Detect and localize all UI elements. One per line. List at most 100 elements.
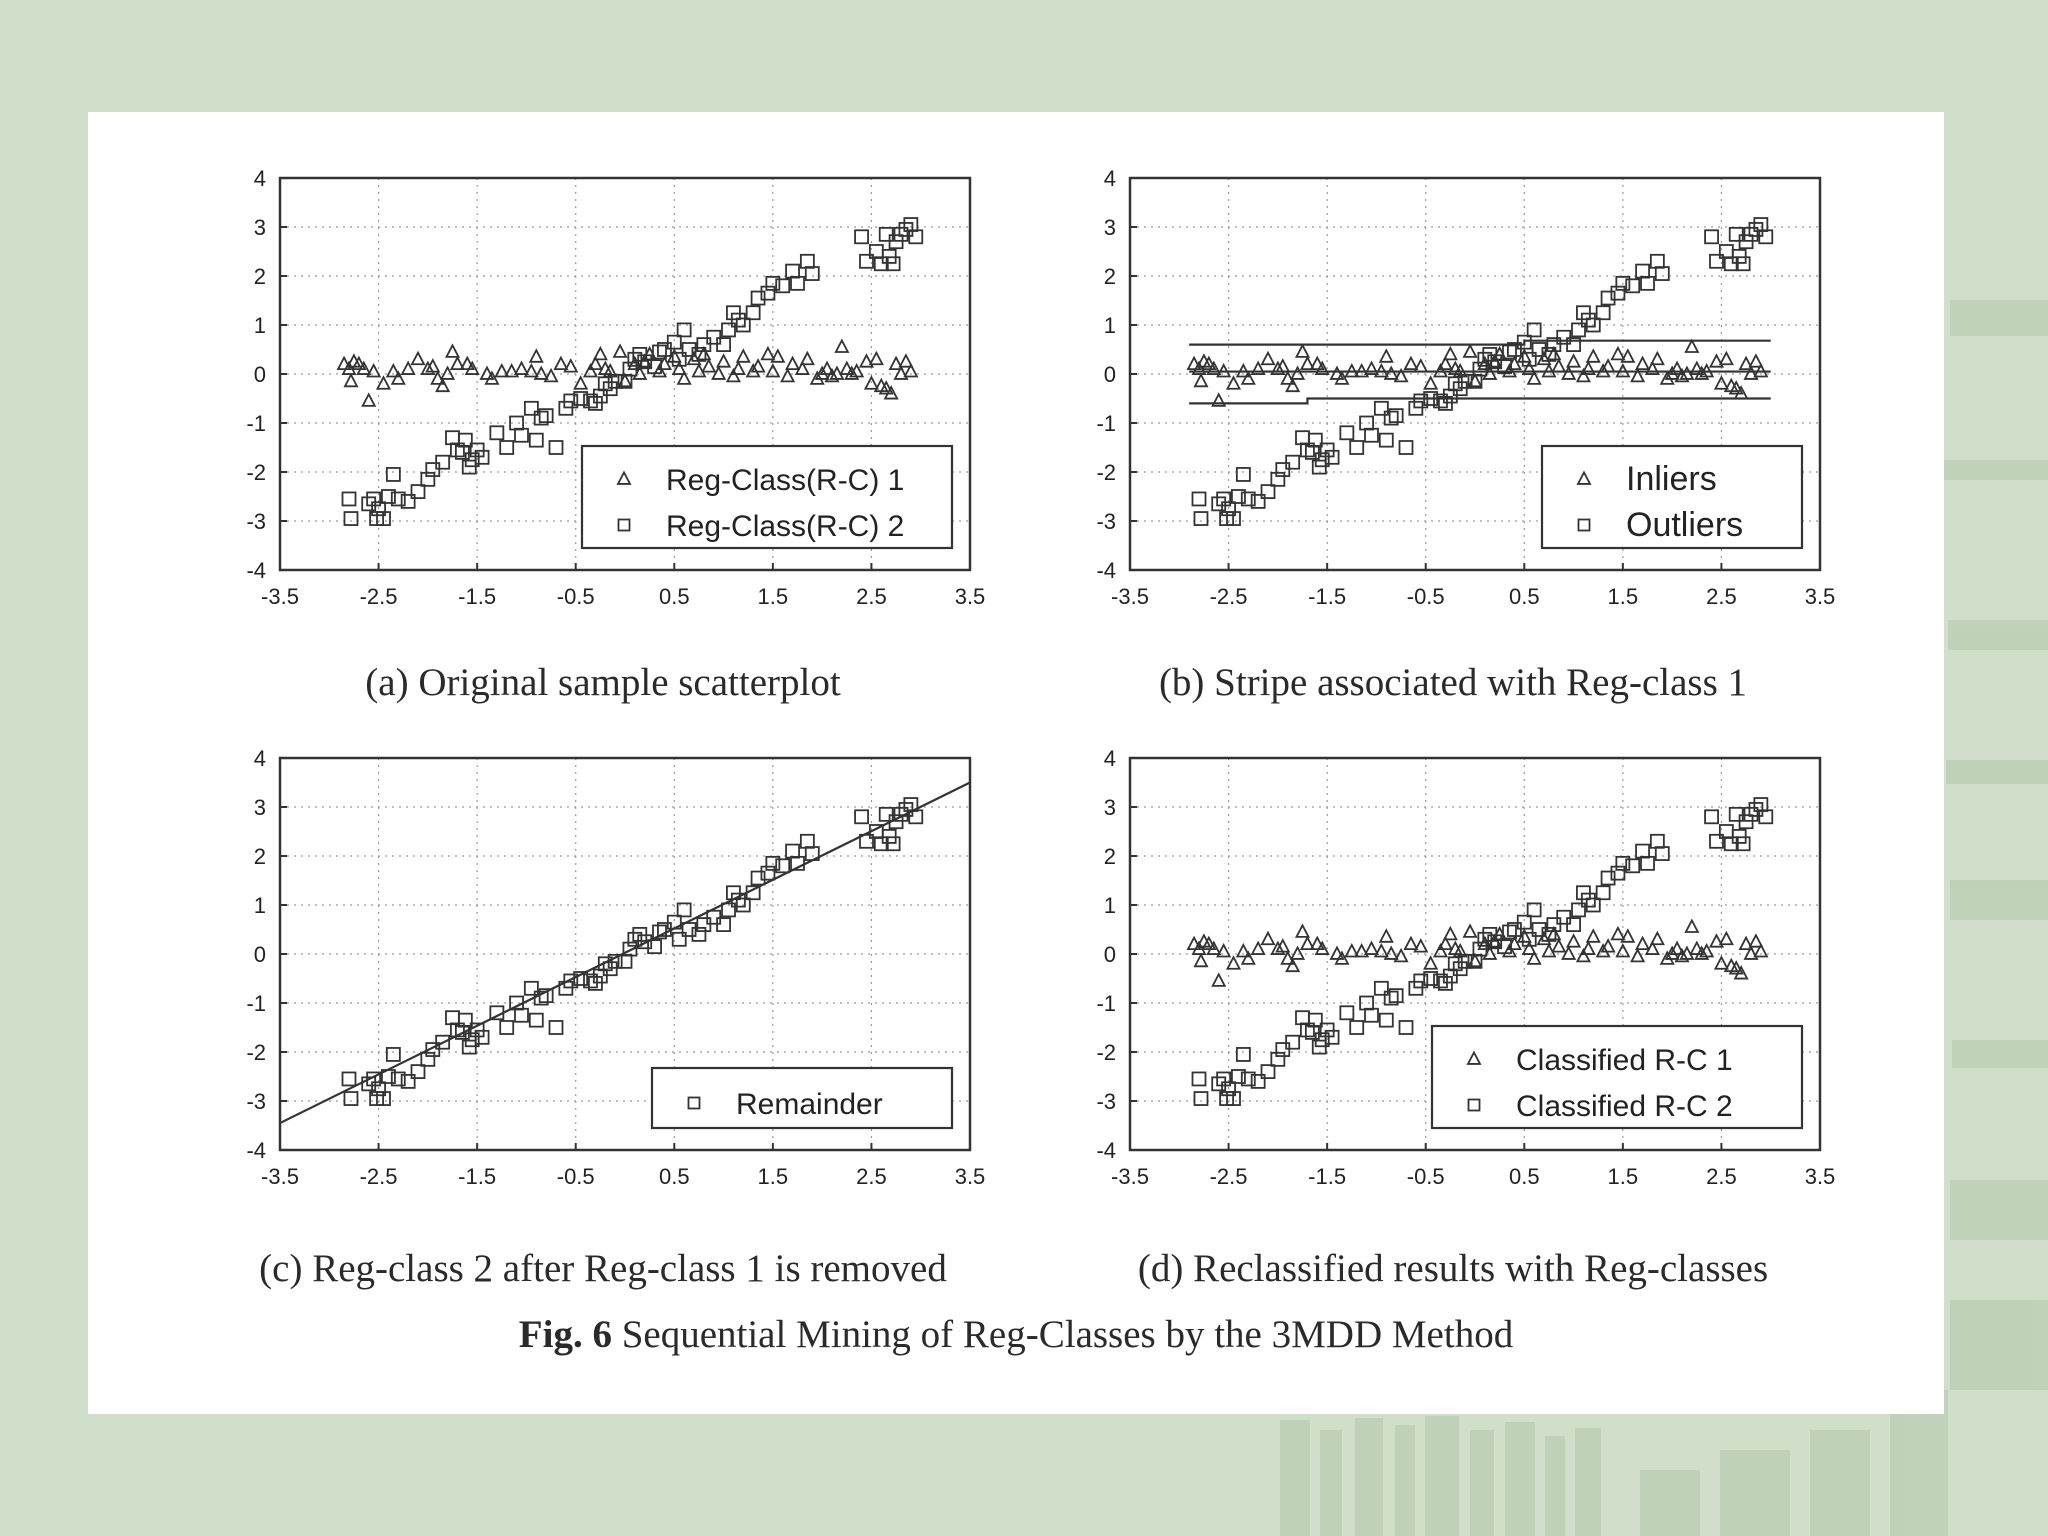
x-tick-label: 2.5 (1706, 1164, 1737, 1189)
data-point (385, 363, 401, 378)
data-point (1191, 1071, 1207, 1087)
data-point (676, 322, 692, 338)
data-point (1575, 947, 1591, 963)
data-point (725, 367, 741, 383)
data-point (1516, 914, 1532, 930)
data-point (770, 348, 786, 363)
chart-a: -3.5 -2.5 -1.5 -0.5 0.5 1.5 2.5 3.5 4 3 2 1 0 -1 -2 -3 -… (246, 166, 985, 609)
data-point (1649, 930, 1665, 946)
data-point (735, 317, 751, 333)
data-point (873, 377, 889, 393)
data-point (1580, 892, 1596, 908)
data-point (1758, 809, 1774, 825)
data-point (1585, 928, 1601, 943)
data-point (499, 1020, 515, 1035)
data-point (548, 440, 564, 455)
data-point (1561, 365, 1577, 380)
data-point (711, 365, 727, 380)
data-point (893, 365, 909, 380)
data-point (366, 363, 382, 378)
legend-marker (1576, 470, 1592, 485)
data-point (799, 833, 815, 849)
legend-marker (1577, 518, 1591, 532)
data-point (1649, 833, 1665, 849)
data-point (587, 355, 603, 371)
data-point (1718, 350, 1734, 366)
data-point (1580, 940, 1596, 955)
data-point (1640, 275, 1655, 291)
x-tick-label: -0.5 (557, 1164, 595, 1189)
data-point (489, 425, 505, 441)
data-point (361, 392, 377, 407)
data-point (376, 1091, 391, 1106)
chart-d: -3.5 -2.5 -1.5 -0.5 0.5 1.5 2.5 3.5 4 3 2 1 0 -1 -2 -3 -… (1096, 746, 1836, 1189)
data-point (371, 1081, 386, 1097)
data-point (1250, 360, 1266, 375)
y-tick-label: -2 (246, 1040, 266, 1065)
data-point (647, 359, 662, 375)
data-point (450, 1022, 465, 1038)
data-point (893, 226, 909, 242)
data-point (1674, 367, 1690, 383)
data-point (1516, 334, 1532, 350)
data-point (385, 1047, 401, 1062)
data-point (1216, 491, 1232, 507)
data-point (1546, 925, 1562, 941)
data-point (430, 370, 446, 385)
data-point (1600, 358, 1616, 373)
data-point (1753, 943, 1769, 958)
x-tick-label: 1.5 (758, 1164, 789, 1189)
data-point (1300, 1022, 1315, 1038)
data-point (592, 345, 608, 361)
data-point (1314, 940, 1330, 955)
series-2 (1191, 217, 1774, 526)
data-point (400, 360, 416, 375)
data-point (1521, 360, 1537, 375)
data-point (1378, 432, 1394, 448)
x-tick-label: 3.5 (1805, 1164, 1836, 1189)
data-point (597, 376, 613, 392)
data-point (1753, 363, 1769, 378)
data-point (1733, 965, 1749, 980)
data-point (1526, 370, 1542, 385)
data-point (760, 345, 776, 361)
data-point (504, 363, 520, 378)
series-2 (341, 217, 924, 526)
data-point (435, 454, 451, 470)
data-point (1748, 353, 1764, 368)
data-point (1610, 925, 1626, 941)
data-point (1373, 400, 1389, 416)
data-point (844, 365, 860, 380)
data-point (1536, 350, 1552, 366)
data-point (1383, 365, 1399, 380)
data-point (514, 1007, 529, 1023)
data-point (1193, 511, 1209, 526)
data-point (1250, 940, 1266, 955)
data-point (1442, 925, 1458, 941)
x-tick-label: 0.5 (1509, 584, 1540, 609)
data-point (1290, 945, 1306, 960)
data-point (1295, 430, 1310, 446)
data-point (1240, 1071, 1256, 1087)
data-point (1423, 375, 1439, 390)
data-point (464, 452, 480, 468)
data-point (1206, 940, 1222, 955)
y-tick-label: 3 (1104, 215, 1116, 240)
data-point (1699, 363, 1715, 378)
x-tick-label: 0.5 (1509, 1164, 1540, 1189)
data-point (1211, 972, 1227, 987)
data-point (804, 846, 820, 861)
data-point (790, 275, 805, 291)
legend-marker (1467, 1098, 1481, 1112)
legend-label: Classified R-C 2 (1516, 1090, 1733, 1123)
figure-caption: Fig. 6 Sequential Mining of Reg-Classes … (88, 1312, 1944, 1357)
y-tick-label: 0 (254, 942, 266, 967)
data-point (1285, 377, 1301, 393)
data-point (1541, 346, 1557, 362)
data-point (878, 380, 894, 395)
data-point (750, 290, 766, 306)
data-point (1413, 393, 1429, 409)
data-point (1501, 363, 1518, 378)
data-point (1541, 926, 1557, 942)
data-point (1186, 355, 1202, 371)
